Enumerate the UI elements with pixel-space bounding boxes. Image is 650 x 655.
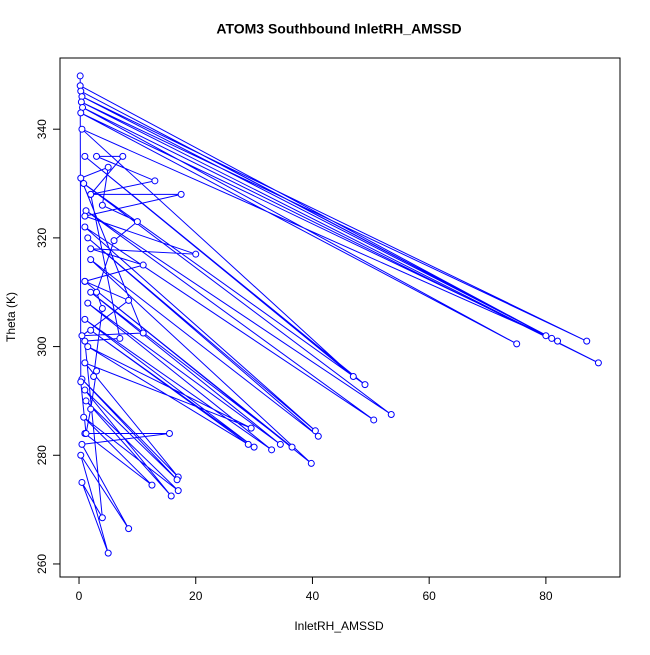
data-point xyxy=(81,359,89,367)
data-point xyxy=(81,212,89,220)
data-point xyxy=(80,180,88,188)
data-point xyxy=(165,430,173,438)
data-point xyxy=(139,261,147,269)
data-point xyxy=(78,125,86,133)
data-point xyxy=(288,443,296,451)
x-tick-label: 40 xyxy=(306,589,320,603)
data-point xyxy=(110,237,118,245)
y-tick-label: 260 xyxy=(35,554,49,574)
data-point xyxy=(87,256,95,264)
data-point xyxy=(151,177,159,185)
data-point xyxy=(314,432,322,440)
data-point xyxy=(554,337,562,345)
y-tick-label: 340 xyxy=(35,119,49,139)
data-point xyxy=(307,459,315,467)
data-point xyxy=(250,443,258,451)
data-point xyxy=(81,223,89,231)
data-point xyxy=(542,332,550,340)
data-point xyxy=(594,359,602,367)
data-point xyxy=(192,250,200,258)
data-point xyxy=(93,367,101,375)
data-point xyxy=(361,381,369,389)
data-point xyxy=(81,152,89,160)
data-point xyxy=(84,299,92,307)
y-tick-label: 300 xyxy=(35,336,49,356)
data-point xyxy=(81,277,89,285)
data-point xyxy=(387,411,395,419)
data-point xyxy=(276,440,284,448)
data-point xyxy=(125,525,133,533)
data-point xyxy=(87,190,95,198)
data-point xyxy=(98,514,106,522)
data-point xyxy=(139,329,147,337)
data-point xyxy=(84,234,92,242)
data-point xyxy=(98,305,106,313)
y-axis-label: Theta (K) xyxy=(4,292,18,342)
data-point xyxy=(78,440,86,448)
data-point xyxy=(77,378,85,386)
data-point xyxy=(77,109,85,117)
data-point xyxy=(87,245,95,253)
data-point xyxy=(244,440,252,448)
data-point xyxy=(98,201,106,209)
data-point xyxy=(133,218,141,226)
data-point xyxy=(583,337,591,345)
data-point xyxy=(93,288,101,296)
data-point xyxy=(167,492,175,500)
y-tick-label: 280 xyxy=(35,445,49,465)
data-point xyxy=(87,405,95,413)
data-point xyxy=(174,487,182,495)
data-point xyxy=(548,334,556,342)
x-tick-label: 80 xyxy=(539,589,553,603)
data-point xyxy=(87,326,95,334)
data-point xyxy=(177,190,185,198)
data-point xyxy=(78,478,86,486)
data-point xyxy=(90,372,98,380)
x-tick-label: 60 xyxy=(422,589,436,603)
data-point xyxy=(77,451,85,459)
data-point xyxy=(81,337,89,345)
data-point xyxy=(78,332,86,340)
data-point xyxy=(513,340,521,348)
x-axis-label: InletRH_AMSSD xyxy=(294,619,384,633)
data-point xyxy=(268,446,276,454)
data-point xyxy=(370,416,378,424)
data-point xyxy=(104,549,112,557)
data-point xyxy=(76,72,84,80)
data-point xyxy=(173,476,181,484)
data-point xyxy=(125,296,133,304)
data-point xyxy=(119,152,127,160)
x-tick-label: 20 xyxy=(189,589,203,603)
data-point xyxy=(116,334,124,342)
data-point xyxy=(82,397,90,405)
chart-title: ATOM3 Southbound InletRH_AMSSD xyxy=(216,21,461,37)
data-point xyxy=(93,152,101,160)
data-point xyxy=(148,481,156,489)
data-point xyxy=(81,386,89,394)
data-point xyxy=(82,430,90,438)
data-point xyxy=(84,343,92,351)
data-point xyxy=(87,288,95,296)
data-point xyxy=(80,413,88,421)
y-tick-label: 320 xyxy=(35,228,49,248)
data-point xyxy=(104,163,112,171)
data-point xyxy=(311,427,319,435)
x-tick-label: 0 xyxy=(76,589,83,603)
data-point xyxy=(81,315,89,323)
data-point xyxy=(247,424,255,432)
data-point xyxy=(349,372,357,380)
data-point xyxy=(77,174,85,182)
